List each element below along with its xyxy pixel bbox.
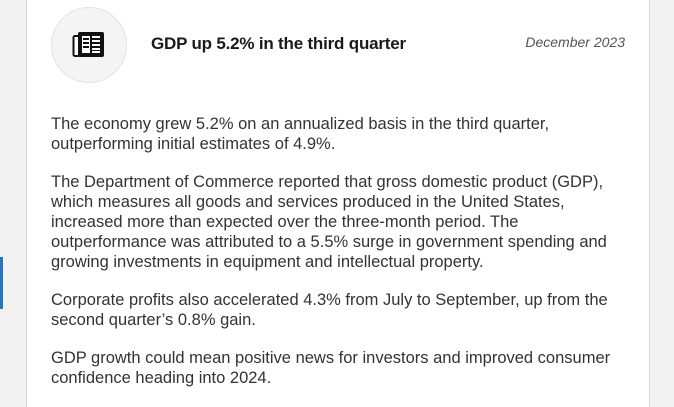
left-accent-bar [0,257,3,309]
newspaper-icon [51,7,127,83]
article-body: The economy grew 5.2% on an annualized b… [51,114,623,406]
article-date: December 2023 [525,34,625,50]
article-paragraph: The Department of Commerce reported that… [51,173,607,271]
article-headline: GDP up 5.2% in the third quarter [151,34,406,53]
article-paragraph: Corporate profits also accelerated 4.3% … [51,291,608,329]
article-paragraph: GDP growth could mean positive news for … [51,349,611,387]
news-card: GDP up 5.2% in the third quarter Decembe… [26,0,650,407]
article-paragraph: The economy grew 5.2% on an annualized b… [51,115,550,153]
